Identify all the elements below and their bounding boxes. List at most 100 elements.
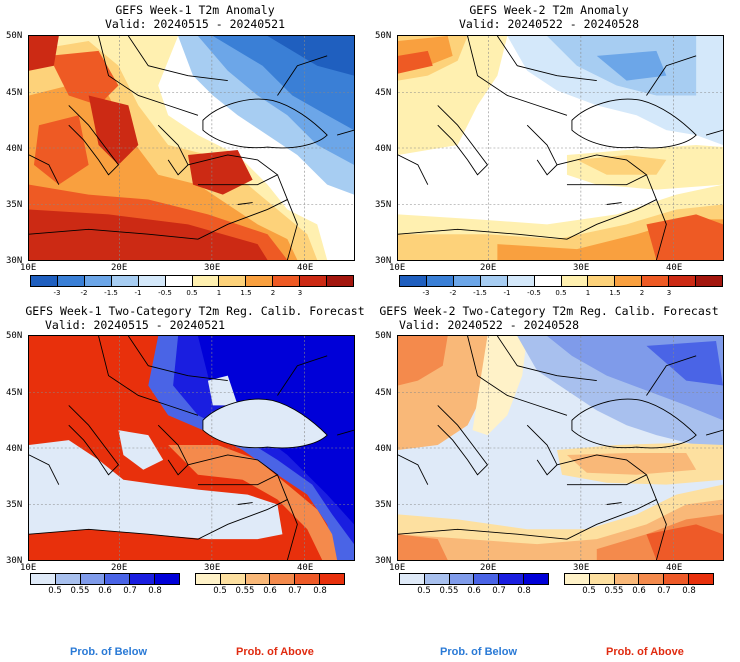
panel-valid-dates: Valid: 20240515 - 20240521 xyxy=(104,17,285,31)
colorbar-swatch xyxy=(104,574,130,584)
prob-below-caption: Prob. of Below xyxy=(440,646,517,658)
lon-label-30e: 30E xyxy=(204,563,221,573)
prob-above-colorbar-labels: 0.5 0.55 0.6 0.7 0.8 xyxy=(195,587,345,597)
prob-above-caption: Prob. of Above xyxy=(236,646,314,658)
colorbar-swatch xyxy=(506,276,534,286)
colorbar-swatch xyxy=(218,276,246,286)
anomaly-colorbar-labels: -3 -2 -1.5 -1 -0.5 0.5 1 1.5 2 3 xyxy=(30,289,354,299)
colorbar-swatch xyxy=(588,574,614,584)
colorbar-tick-label: 0.7 xyxy=(657,586,671,596)
colorbar-swatch xyxy=(31,574,55,584)
lat-label-40n: 40N xyxy=(375,444,392,454)
colorbar-swatch xyxy=(83,276,111,286)
lat-label-45n: 45N xyxy=(6,388,23,398)
colorbar-tick-label: 0.8 xyxy=(313,586,327,596)
probability-map-week1 xyxy=(28,335,355,561)
colorbar-tick-label: 3 xyxy=(297,289,303,297)
colorbar-tick-label: 0.7 xyxy=(123,586,137,596)
colorbar-swatch xyxy=(219,574,245,584)
colorbar-swatch xyxy=(498,574,524,584)
colorbar-swatch xyxy=(613,574,639,584)
colorbar-tick-label: 0.8 xyxy=(148,586,162,596)
colorbar-swatch xyxy=(479,276,507,286)
lon-label-20e: 20E xyxy=(111,263,128,273)
lon-label-40e: 40E xyxy=(297,563,314,573)
colorbar-tick-label: 3 xyxy=(666,289,672,297)
lon-label-30e: 30E xyxy=(573,263,590,273)
colorbar-swatch xyxy=(587,276,615,286)
colorbar-swatch xyxy=(668,276,696,286)
colorbar-swatch xyxy=(56,276,84,286)
colorbar-swatch xyxy=(533,276,561,286)
colorbar-swatch xyxy=(154,574,179,584)
colorbar-swatch xyxy=(473,574,499,584)
colorbar-tick-label: -3 xyxy=(53,289,61,297)
lat-label-40n: 40N xyxy=(6,444,23,454)
lat-label-35n: 35N xyxy=(375,200,392,210)
colorbar-tick-label: 1.5 xyxy=(609,289,621,297)
colorbar-tick-label: 0.5 xyxy=(555,289,567,297)
lat-label-30n: 30N xyxy=(375,556,392,566)
lat-label-50n: 50N xyxy=(375,331,392,341)
lon-label-30e: 30E xyxy=(204,263,221,273)
colorbar-swatch xyxy=(326,276,354,286)
lat-label-35n: 35N xyxy=(6,500,23,510)
lon-label-40e: 40E xyxy=(666,563,683,573)
anomaly-map-week2 xyxy=(397,35,724,261)
panel-week1-anomaly: GEFS Week-1 T2m Anomaly Valid: 20240515 … xyxy=(0,0,370,300)
colorbar-swatch xyxy=(688,574,713,584)
panel-valid-dates: Valid: 20240515 - 20240521 xyxy=(44,318,225,332)
colorbar-tick-label: 0.55 xyxy=(235,586,255,596)
panel-week2-anomaly: GEFS Week-2 T2m Anomaly Valid: 20240522 … xyxy=(370,0,740,300)
colorbar-tick-label: 0.5 xyxy=(48,586,62,596)
colorbar-swatch xyxy=(196,574,220,584)
lon-label-30e: 30E xyxy=(573,563,590,573)
colorbar-swatch xyxy=(423,574,449,584)
colorbar-swatch xyxy=(565,574,589,584)
prob-above-colorbar-labels: 0.5 0.55 0.6 0.7 0.8 xyxy=(564,587,714,597)
colorbar-swatch xyxy=(614,276,642,286)
prob-below-caption: Prob. of Below xyxy=(70,646,147,658)
panel-valid-dates: Valid: 20240522 - 20240528 xyxy=(398,318,579,332)
colorbar-swatch xyxy=(400,276,426,286)
panel-valid-dates: Valid: 20240522 - 20240528 xyxy=(458,17,639,31)
colorbar-tick-label: -0.5 xyxy=(527,289,541,297)
colorbar-swatch xyxy=(425,276,453,286)
lon-label-10e: 10E xyxy=(20,263,37,273)
prob-above-caption: Prob. of Above xyxy=(606,646,684,658)
colorbar-swatch xyxy=(129,574,155,584)
lon-label-40e: 40E xyxy=(297,263,314,273)
colorbar-tick-label: 0.5 xyxy=(582,586,596,596)
colorbar-tick-label: 0.5 xyxy=(213,586,227,596)
lat-label-50n: 50N xyxy=(6,31,23,41)
prob-below-colorbar xyxy=(30,573,180,585)
lat-label-50n: 50N xyxy=(6,331,23,341)
lon-label-20e: 20E xyxy=(111,563,128,573)
colorbar-tick-label: 0.55 xyxy=(604,586,624,596)
colorbar-swatch xyxy=(523,574,548,584)
colorbar-swatch xyxy=(663,574,689,584)
colorbar-tick-label: 2 xyxy=(639,289,645,297)
lat-label-45n: 45N xyxy=(375,388,392,398)
colorbar-swatch xyxy=(272,276,300,286)
colorbar-tick-label: 0.8 xyxy=(517,586,531,596)
colorbar-swatch xyxy=(54,574,80,584)
colorbar-swatch xyxy=(299,276,327,286)
colorbar-swatch xyxy=(110,276,138,286)
lat-label-30n: 30N xyxy=(6,256,23,266)
colorbar-swatch xyxy=(695,276,723,286)
colorbar-tick-label: 0.8 xyxy=(682,586,696,596)
anomaly-colorbar xyxy=(399,275,723,287)
colorbar-tick-label: -2 xyxy=(80,289,88,297)
panel-week1-probability: GEFS Week-1 Two-Category T2m Reg. Calib.… xyxy=(0,300,370,662)
colorbar-tick-label: 0.6 xyxy=(98,586,112,596)
lat-label-30n: 30N xyxy=(375,256,392,266)
colorbar-tick-label: -1.5 xyxy=(473,289,487,297)
lat-label-30n: 30N xyxy=(6,556,23,566)
colorbar-tick-label: -1 xyxy=(503,289,511,297)
colorbar-swatch xyxy=(31,276,57,286)
colorbar-tick-label: 2 xyxy=(270,289,276,297)
colorbar-swatch xyxy=(191,276,219,286)
panel-title: GEFS Week-2 T2m Anomaly xyxy=(469,3,629,17)
prob-above-colorbar xyxy=(195,573,345,585)
